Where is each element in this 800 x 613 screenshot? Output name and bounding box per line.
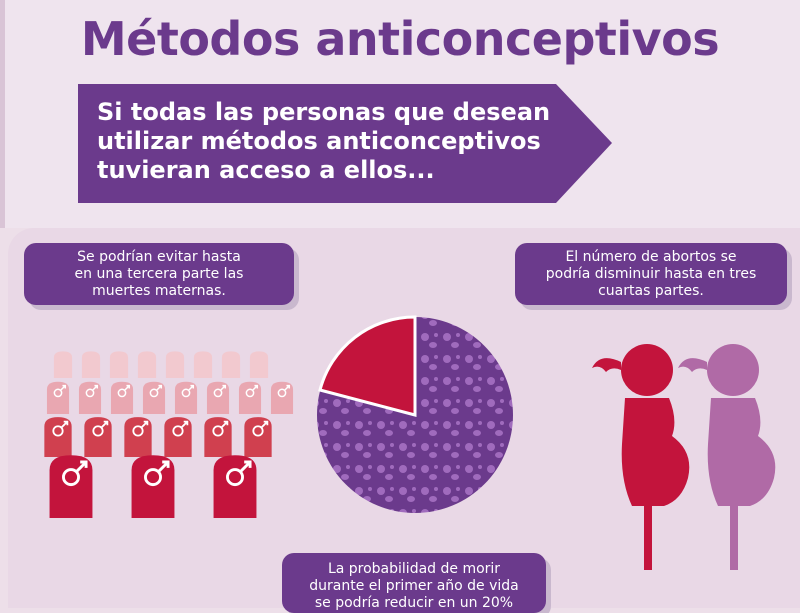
- abortions-fact: El número de abortos se podría disminuir…: [515, 243, 787, 305]
- banner-line-2: utilizar métodos anticonceptivos: [97, 127, 541, 155]
- infant-fact-line-3: se podría reducir en un 20%: [314, 595, 514, 611]
- pie-highlight-slice: [318, 315, 417, 417]
- tombstones-illustration: [44, 351, 294, 518]
- male-symbol-icon: [144, 468, 162, 487]
- male-symbol-icon: [252, 425, 264, 437]
- page-title: Métodos anticonceptivos: [80, 12, 720, 66]
- male-symbol-icon: [85, 388, 95, 398]
- infant-fact-line-2: durante el primer año de vida: [309, 578, 519, 594]
- pregnant-women-illustration: [592, 344, 776, 570]
- male-symbol-icon: [277, 388, 287, 398]
- male-symbol-icon: [245, 388, 255, 398]
- maternal-fact-line-1: Se podrían evitar hasta: [77, 249, 241, 265]
- male-symbol-icon: [52, 425, 64, 437]
- male-symbol-icon: [53, 388, 63, 398]
- pregnant-woman-icon: [592, 344, 690, 570]
- male-symbol-icon: [226, 468, 244, 487]
- pregnant-woman-icon: [678, 344, 776, 570]
- male-symbol-icon: [92, 425, 104, 437]
- male-symbol-icon: [62, 468, 80, 487]
- banner-arrow: [78, 84, 612, 203]
- infant-mortality-fact: La probabilidad de morir durante el prim…: [282, 553, 546, 613]
- abortion-fact-line-2: podría disminuir hasta en tres: [545, 266, 757, 282]
- banner-text: Si todas las personas que desean utiliza…: [97, 98, 597, 185]
- male-symbol-icon: [213, 388, 223, 398]
- maternal-fact-line-2: en una tercera parte las: [74, 266, 244, 282]
- abortion-fact-line-1: El número de abortos se: [565, 249, 737, 265]
- babies-pie-icon: [317, 315, 513, 513]
- male-symbol-icon: [181, 388, 191, 398]
- male-symbol-icon: [132, 425, 144, 437]
- male-symbol-icon: [149, 388, 159, 398]
- banner-line-3: tuvieran acceso a ellos...: [97, 156, 435, 184]
- maternal-fact-line-3: muertes maternas.: [92, 283, 226, 299]
- infant-fact-line-1: La probabilidad de morir: [327, 561, 501, 577]
- abortion-fact-line-3: cuartas partes.: [598, 283, 704, 299]
- male-symbol-icon: [172, 425, 184, 437]
- male-symbol-icon: [117, 388, 127, 398]
- banner-line-1: Si todas las personas que desean: [97, 98, 551, 126]
- left-edge-strip: [0, 0, 5, 228]
- maternal-deaths-fact: Se podrían evitar hasta en una tercera p…: [24, 243, 294, 305]
- male-symbol-icon: [212, 425, 224, 437]
